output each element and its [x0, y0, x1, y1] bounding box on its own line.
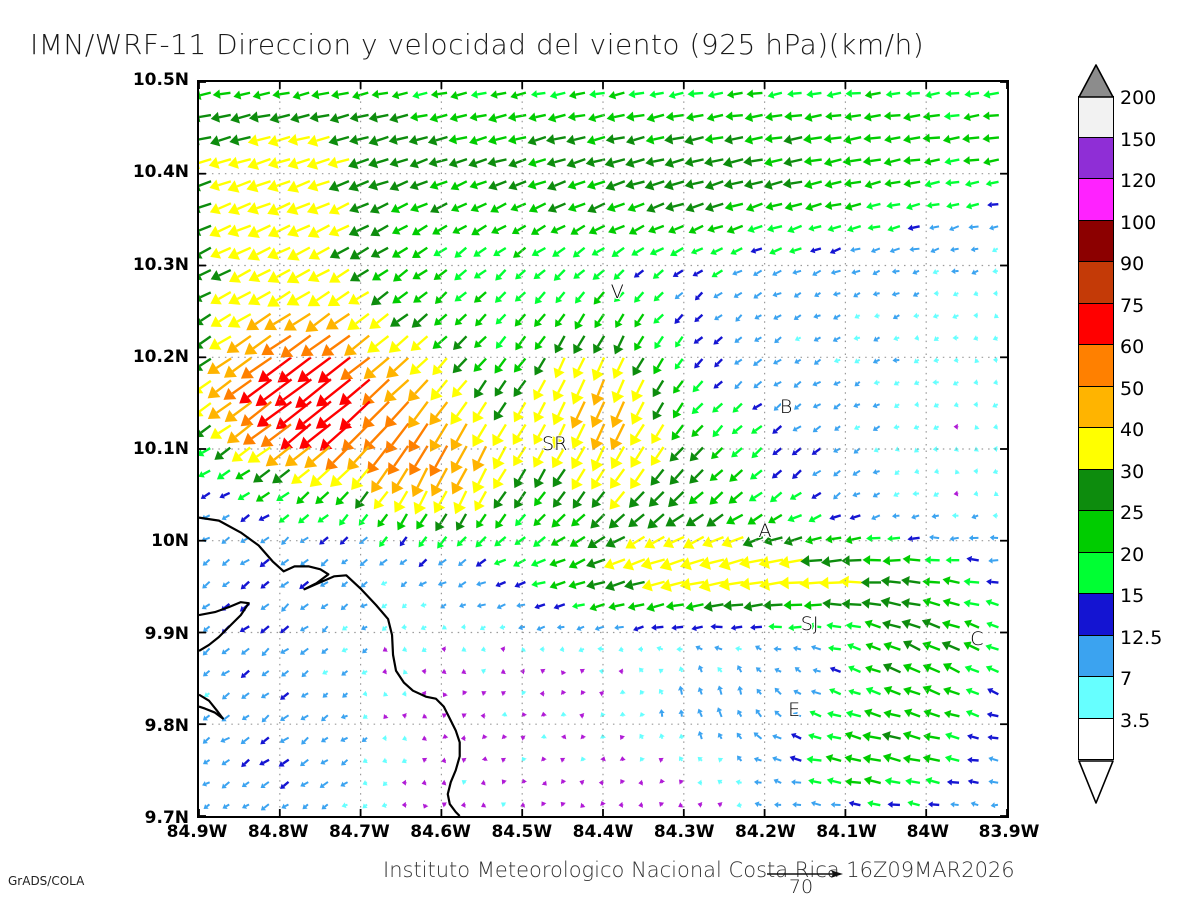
colorbar-swatch	[1078, 511, 1114, 553]
city-label-sr: SR	[542, 432, 568, 455]
y-axis-label: 9.9N	[144, 623, 189, 644]
colorbar-bottom-arrow	[1078, 760, 1114, 804]
x-axis-label: 84.5W	[491, 822, 553, 842]
y-axis-label: 10N	[151, 531, 189, 552]
plot-area: V B SR A SJ C E	[197, 80, 1009, 818]
colorbar-tick: 40	[1120, 419, 1145, 441]
colorbar-tick: 90	[1120, 253, 1145, 275]
colorbar-swatch	[1078, 677, 1114, 719]
reference-vector-arrow	[767, 870, 843, 878]
colorbar-swatch	[1078, 552, 1114, 594]
colorbar	[1078, 96, 1114, 760]
colorbar-swatch	[1078, 594, 1114, 636]
x-axis-label: 84.9W	[166, 822, 228, 842]
city-label-v: V	[610, 281, 624, 304]
colorbar-tick: 200	[1120, 87, 1157, 109]
colorbar-swatch	[1078, 137, 1114, 179]
colorbar-tick: 15	[1120, 585, 1145, 607]
city-label-b: B	[779, 395, 793, 418]
colorbar-swatch	[1078, 220, 1114, 262]
x-axis-label: 83.9W	[978, 822, 1040, 842]
colorbar-swatch	[1078, 469, 1114, 511]
x-axis-label: 84.6W	[410, 822, 471, 842]
colorbar-tick: 120	[1120, 170, 1157, 192]
colorbar-swatch	[1078, 428, 1114, 470]
city-label-a: A	[758, 520, 772, 543]
colorbar-swatch	[1078, 635, 1114, 677]
page-title: IMN/WRF-11 Direccion y velocidad del vie…	[30, 28, 925, 61]
colorbar-swatch	[1078, 303, 1114, 345]
y-axis-label: 10.4N	[132, 162, 189, 183]
city-label-e: E	[788, 699, 801, 722]
x-axis-label: 84.1W	[816, 822, 877, 842]
x-axis-label: 84.2W	[735, 822, 796, 842]
colorbar-tick: 12.5	[1120, 626, 1163, 649]
city-label-c: C	[970, 628, 984, 651]
colorbar-tick: 20	[1120, 543, 1145, 566]
y-axis-label: 10.5N	[132, 70, 189, 90]
x-axis-label: 84.7W	[329, 822, 390, 842]
wind-vector-field	[199, 89, 1000, 811]
x-axis-label: 84.4W	[572, 822, 634, 842]
colorbar-tick: 7	[1120, 668, 1133, 690]
grid-lines	[199, 82, 1007, 816]
colorbar-swatch	[1078, 345, 1114, 387]
grads-credit: GrADS/COLA	[8, 874, 85, 888]
colorbar-tick: 25	[1120, 502, 1145, 524]
colorbar-tick: 3.5	[1120, 709, 1151, 732]
institution-footer: Instituto Meteorologico Nacional Costa R…	[383, 858, 1015, 882]
city-label-sj: SJ	[800, 613, 819, 636]
x-axis-label: 84W	[906, 822, 950, 842]
colorbar-tick: 100	[1120, 211, 1157, 234]
colorbar-swatch	[1078, 718, 1114, 760]
colorbar-tick: 60	[1120, 336, 1145, 358]
colorbar-swatch	[1078, 179, 1114, 221]
y-axis-label: 10.2N	[132, 346, 189, 367]
colorbar-tick: 30	[1120, 460, 1145, 483]
x-axis-label: 84.3W	[653, 822, 715, 842]
y-axis-label: 10.3N	[132, 254, 189, 275]
reference-vector-label: 70	[788, 876, 814, 898]
colorbar-tick: 75	[1120, 294, 1145, 317]
coastline-overlay	[199, 516, 461, 816]
colorbar-swatch	[1078, 386, 1114, 428]
colorbar-swatch	[1078, 96, 1114, 138]
x-axis-label: 84.8W	[247, 822, 309, 842]
colorbar-top-arrow	[1078, 64, 1114, 98]
colorbar-swatch	[1078, 262, 1114, 304]
y-axis-label: 10.1N	[132, 439, 189, 459]
city-labels-layer: V B SR A SJ C E	[199, 82, 1007, 816]
colorbar-tick: 50	[1120, 377, 1145, 400]
y-axis-label: 9.8N	[144, 715, 189, 736]
colorbar-tick: 150	[1120, 128, 1157, 151]
y-axis-label: 9.7N	[144, 808, 189, 828]
